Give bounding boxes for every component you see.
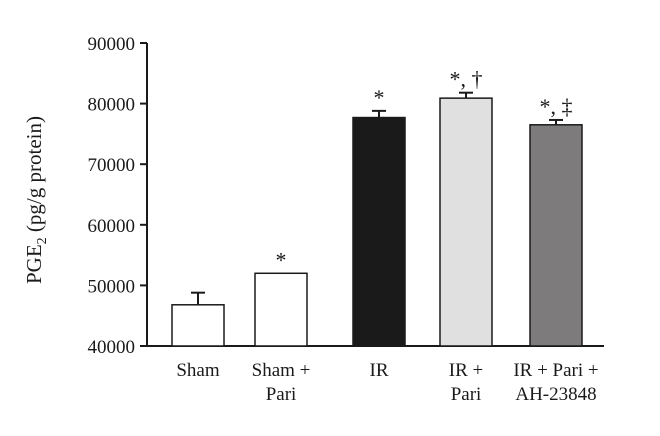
x-category-label: Pari bbox=[451, 384, 482, 405]
y-axis-label: PGE2 (pg/g protein) bbox=[22, 116, 50, 284]
y-axis-label-unit: (pg/g protein) bbox=[22, 116, 46, 237]
x-category-label: AH-23848 bbox=[515, 384, 596, 405]
x-category-label: IR + Pari + bbox=[513, 360, 598, 381]
y-tick-label: 80000 bbox=[88, 95, 136, 116]
significance-marker: * bbox=[374, 85, 385, 110]
labels: 40000 50000 60000 70000 80000 90000 Sham * Sham … bbox=[88, 34, 599, 405]
bar bbox=[529, 124, 583, 347]
y-tick-label: 50000 bbox=[88, 276, 136, 297]
significance-marker: *, ‡ bbox=[540, 94, 573, 119]
significance-marker: *, † bbox=[450, 67, 483, 92]
bar bbox=[352, 116, 406, 347]
y-axis-label-main: PGE bbox=[22, 244, 46, 284]
bar bbox=[439, 97, 493, 347]
x-category-label: Pari bbox=[266, 384, 297, 405]
bar bbox=[254, 272, 308, 347]
significance-marker: * bbox=[276, 247, 287, 272]
y-axis-label-subscript: 2 bbox=[35, 237, 50, 244]
y-tick-label: 40000 bbox=[88, 337, 136, 358]
x-category-label: IR bbox=[370, 360, 389, 381]
x-category-label: IR + bbox=[449, 360, 483, 381]
bar bbox=[171, 304, 225, 347]
x-category-label: Sham + bbox=[252, 360, 311, 381]
y-tick-label: 90000 bbox=[88, 34, 136, 55]
y-tick-label: 70000 bbox=[88, 155, 136, 176]
x-category-label: Sham bbox=[176, 360, 220, 381]
bars bbox=[171, 91, 583, 347]
y-tick-label: 60000 bbox=[88, 216, 136, 237]
